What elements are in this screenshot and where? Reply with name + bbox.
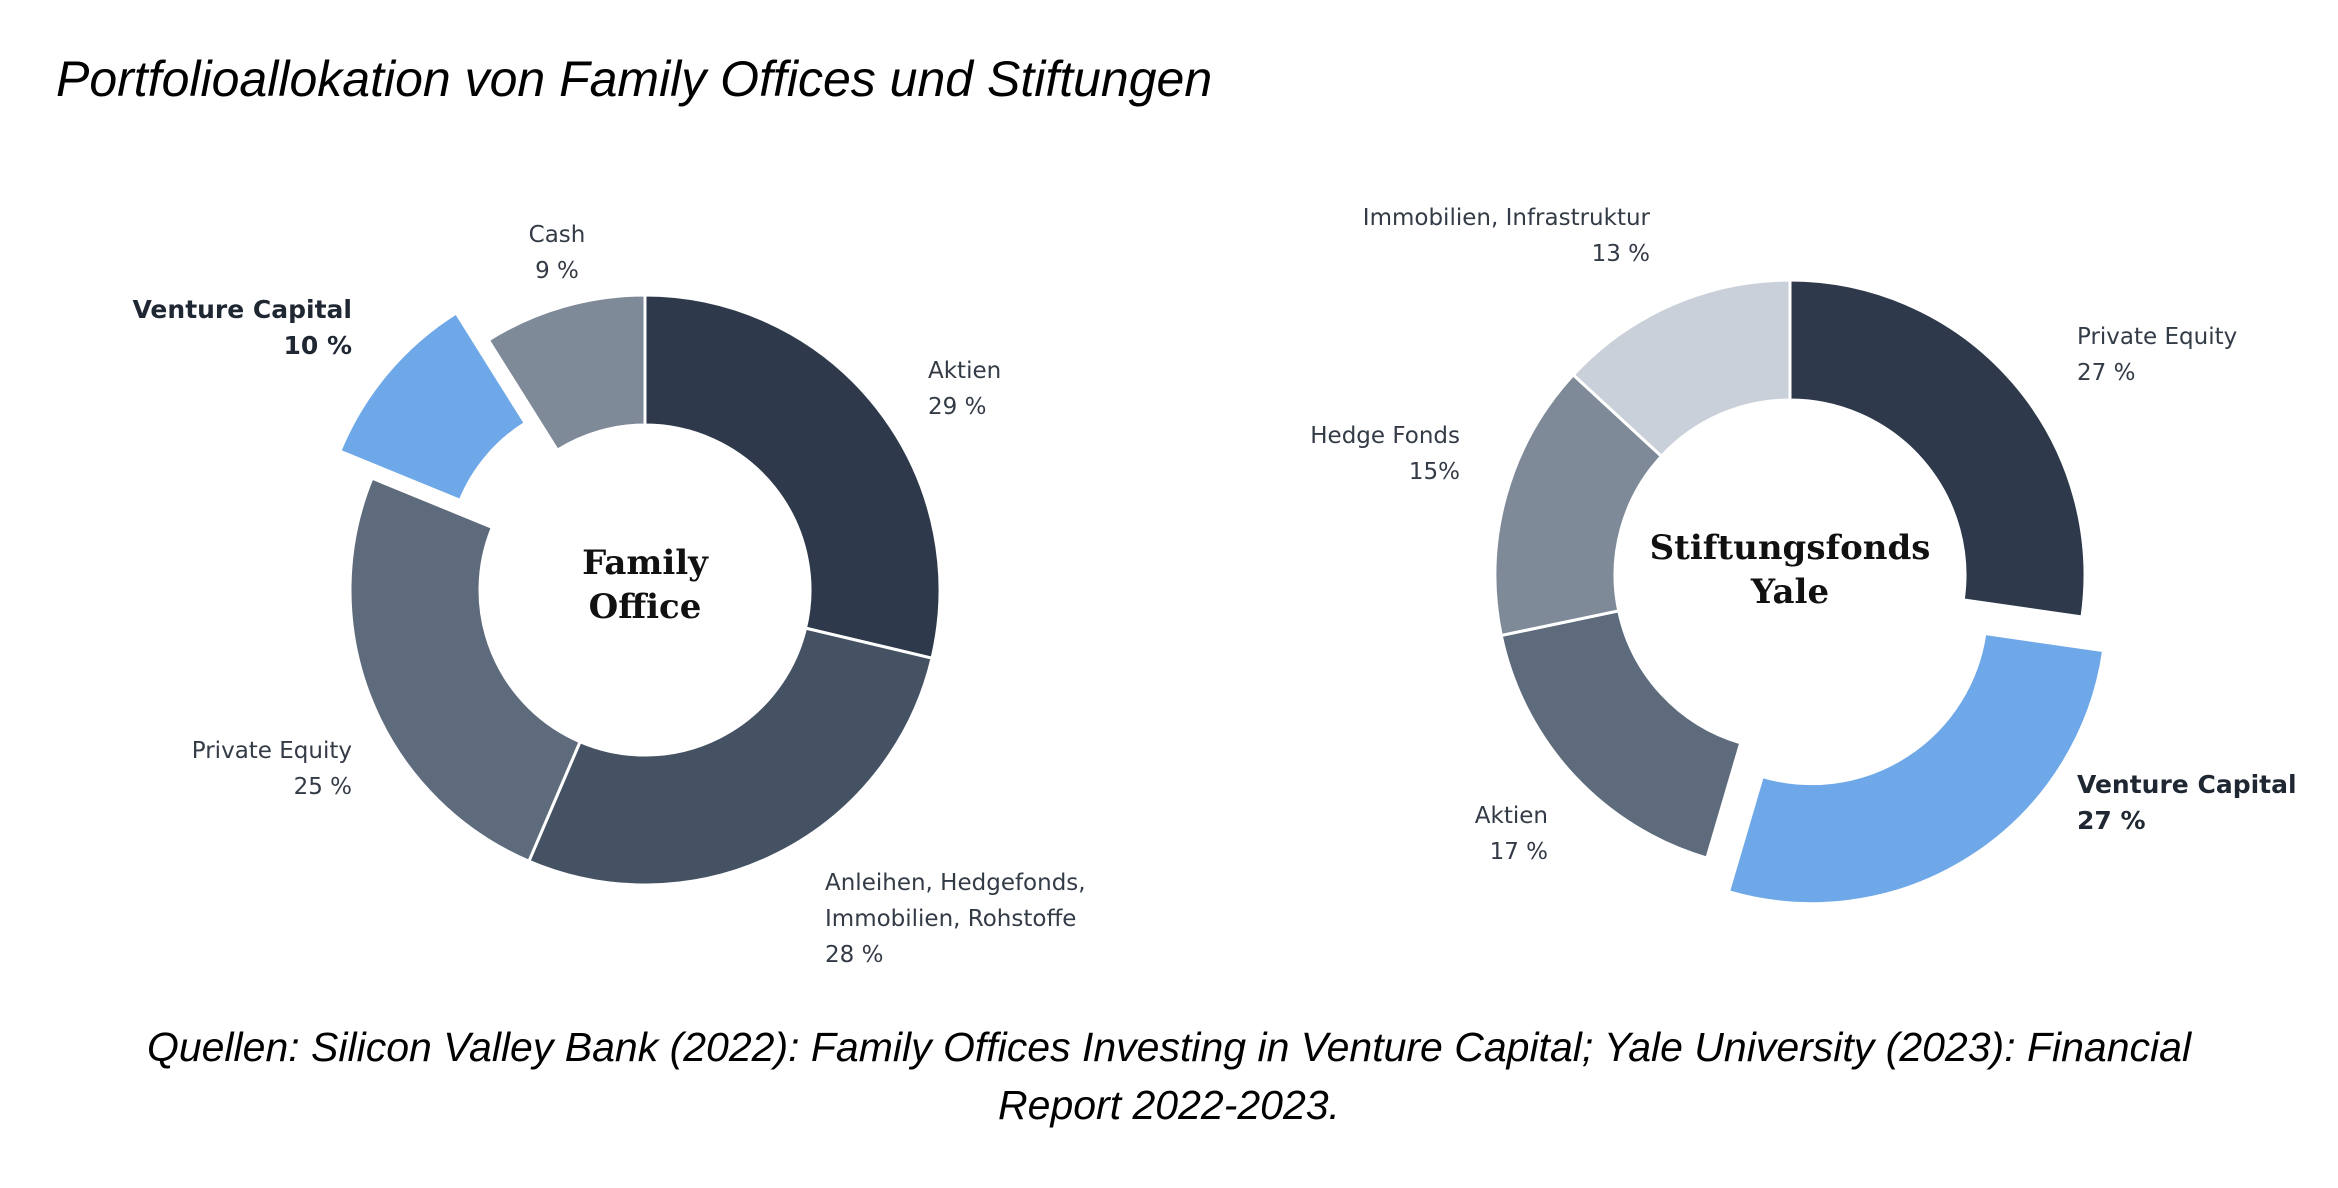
chart-0-slice-2 [348, 476, 583, 864]
source-line-2: Report 2022-2023. [998, 1082, 1340, 1128]
chart-1-slice-1-label-0: Venture Capital [2077, 770, 2297, 799]
chart-1-center-label-0: Stiftungsfonds [1650, 528, 1931, 568]
chart-1-slice-0 [1788, 278, 2087, 619]
chart-1-center-label-1: Yale [1750, 572, 1829, 612]
chart-0-slice-1-value-label: 28 % [825, 942, 883, 968]
chart-0-slice-2-label-0: Private Equity [192, 738, 352, 764]
chart-1-slice-2-value-label: 17 % [1490, 839, 1548, 865]
chart-1-slice-3-value-label: 15% [1409, 459, 1460, 485]
chart-1-slice-1-value-label: 27 % [2077, 806, 2146, 835]
chart-0-slice-0-label-0: Aktien [928, 358, 1001, 384]
chart-0-slice-4-value-label: 9 % [535, 258, 579, 284]
chart-0-slice-0-value-label: 29 % [928, 394, 986, 420]
chart-1-slice-4 [1571, 278, 1792, 459]
chart-0-center-label-1: Office [589, 587, 702, 627]
chart-0-slice-1-label-0: Anleihen, Hedgefonds, [825, 870, 1086, 896]
chart-0-center-label-0: Family [582, 543, 709, 583]
chart-0-slice-4-label-0: Cash [529, 222, 586, 248]
source-note: Quellen: Silicon Valley Bank (2022): Fam… [0, 1018, 2338, 1134]
page-title: Portfolioallokation von Family Offices u… [56, 51, 1213, 107]
chart-0-slice-0 [643, 293, 942, 661]
chart-1-slice-3-label-0: Hedge Fonds [1310, 423, 1460, 449]
chart-1-slice-4-value-label: 13 % [1592, 241, 1650, 267]
chart-1-slice-4-label-0: Immobilien, Infrastruktur [1363, 205, 1651, 231]
chart-0-slice-1 [526, 626, 934, 887]
chart-0-slice-4 [486, 293, 647, 453]
chart-1-slice-2 [1499, 609, 1743, 860]
chart-1-slice-0-value-label: 27 % [2077, 360, 2135, 386]
chart-1-slice-1 [1726, 631, 2106, 906]
chart-1-slice-2-label-0: Aktien [1475, 803, 1548, 829]
chart-1-slice-0-label-0: Private Equity [2077, 324, 2237, 350]
chart-0-slice-3-label-0: Venture Capital [132, 295, 352, 324]
chart-0-slice-3-value-label: 10 % [283, 331, 352, 360]
chart-0-slice-1-label-1: Immobilien, Rohstoffe [825, 906, 1076, 932]
source-line-1: Quellen: Silicon Valley Bank (2022): Fam… [146, 1024, 2192, 1070]
chart-0-slice-2-value-label: 25 % [294, 774, 352, 800]
chart-0-slice-3 [337, 310, 528, 503]
